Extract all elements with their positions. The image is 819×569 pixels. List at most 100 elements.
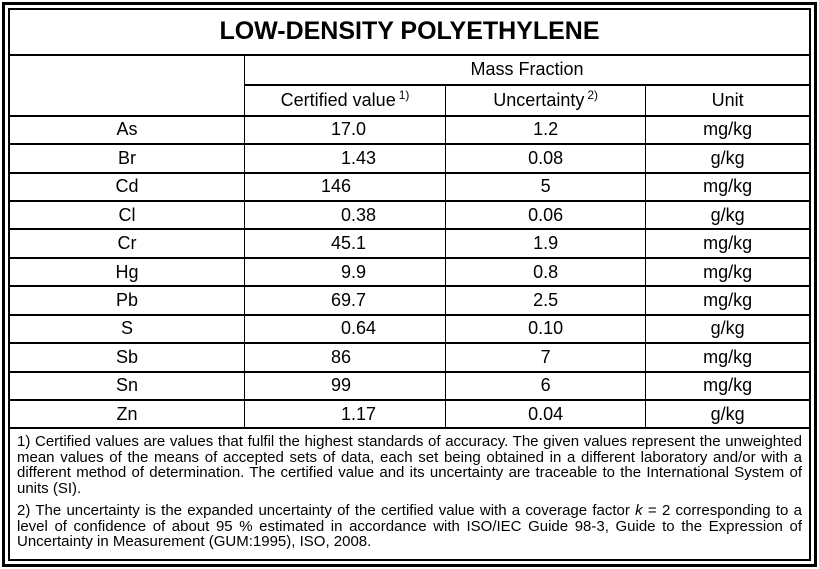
element-cell: Hg bbox=[8, 256, 245, 288]
element-symbol: Hg bbox=[115, 261, 139, 282]
unit-value: mg/kg bbox=[703, 119, 753, 140]
uncertainty-value: 7 bbox=[540, 346, 551, 367]
unit-cell: mg/kg bbox=[645, 171, 811, 202]
element-cell: Br bbox=[8, 143, 245, 174]
uncertainty-value: 1.2 bbox=[533, 119, 559, 140]
table-row: Br 1.43 0.08 g/kg bbox=[8, 143, 811, 174]
certified-value-label: Certified value bbox=[280, 89, 396, 110]
certified-value: 0.38 bbox=[340, 204, 377, 225]
footnote-2-text-post: = 2 corresponding to a level of confiden… bbox=[17, 502, 802, 551]
uncertainty-value: 0.8 bbox=[533, 261, 559, 282]
element-symbol: Cl bbox=[118, 204, 136, 225]
uncertainty-value: 0.04 bbox=[528, 403, 564, 424]
element-cell: As bbox=[8, 114, 245, 146]
table-foot-section: 1) Certified values are values that fulf… bbox=[8, 427, 811, 561]
certified-value-cell: 9.9 bbox=[243, 256, 447, 288]
certified-value: 0.64 bbox=[340, 318, 377, 339]
uncertainty-value: 0.06 bbox=[528, 204, 564, 225]
element-symbol: As bbox=[116, 119, 138, 140]
uncertainty-value: 0.10 bbox=[528, 318, 564, 339]
footnote-2-text-pre: 2) The uncertainty is the expanded uncer… bbox=[17, 502, 636, 520]
table-row: Cl 0.38 0.06 g/kg bbox=[8, 199, 811, 231]
table-body: As 17.0 1.2 mg/kg Br 1.43 0.08 g/kg Cd 1… bbox=[8, 114, 811, 430]
unit-cell: g/kg bbox=[645, 199, 811, 231]
element-cell: Pb bbox=[8, 285, 245, 316]
certified-value-cell: 17.0 bbox=[243, 114, 447, 146]
unit-cell: g/kg bbox=[645, 313, 811, 345]
unit-value: g/kg bbox=[710, 204, 745, 225]
uncertainty-column-header: Uncertainty 2) bbox=[445, 84, 647, 117]
unit-cell: mg/kg bbox=[645, 114, 811, 146]
footnote-1: 1) Certified values are values that fulf… bbox=[17, 433, 802, 497]
certificate-table: LOW-DENSITY POLYETHYLENE Mass Fraction C… bbox=[8, 8, 811, 561]
element-cell: Sn bbox=[8, 370, 245, 402]
table-head-section: LOW-DENSITY POLYETHYLENE Mass Fraction C… bbox=[8, 8, 811, 117]
unit-column-header: Unit bbox=[645, 84, 811, 117]
uncertainty-cell: 2.5 bbox=[445, 285, 647, 316]
unit-value: g/kg bbox=[710, 403, 745, 424]
unit-value: mg/kg bbox=[703, 375, 753, 396]
uncertainty-cell: 7 bbox=[445, 342, 647, 373]
table-row: Cd 146 5 mg/kg bbox=[8, 171, 811, 202]
certified-value-cell: 1.43 bbox=[243, 143, 447, 174]
certified-value: 1.43 bbox=[340, 147, 377, 168]
unit-value: mg/kg bbox=[703, 176, 753, 197]
footnotes: 1) Certified values are values that fulf… bbox=[8, 427, 811, 561]
uncertainty-cell: 0.06 bbox=[445, 199, 647, 231]
certified-value: 17.0 bbox=[330, 119, 367, 140]
certified-value-cell: 45.1 bbox=[243, 228, 447, 259]
unit-cell: mg/kg bbox=[645, 285, 811, 316]
certified-value: 86 bbox=[330, 346, 351, 367]
unit-value: g/kg bbox=[710, 147, 745, 168]
uncertainty-value: 0.08 bbox=[528, 147, 564, 168]
certified-value-cell: 99 bbox=[243, 370, 447, 402]
element-symbol: S bbox=[120, 318, 133, 339]
element-symbol: Zn bbox=[116, 403, 138, 424]
title-row: LOW-DENSITY POLYETHYLENE bbox=[8, 8, 811, 56]
table-row: As 17.0 1.2 mg/kg bbox=[8, 114, 811, 146]
table-row: Sn 99 6 mg/kg bbox=[8, 370, 811, 402]
footnote-ref-1: 1) bbox=[398, 87, 410, 102]
unit-value: mg/kg bbox=[703, 233, 753, 254]
unit-cell: g/kg bbox=[645, 143, 811, 174]
certified-value: 146 bbox=[320, 176, 351, 197]
uncertainty-value: 2.5 bbox=[533, 289, 559, 310]
certified-value-cell: 86 bbox=[243, 342, 447, 373]
table-row: Zn 1.17 0.04 g/kg bbox=[8, 399, 811, 430]
certified-value-cell: 1.17 bbox=[243, 399, 447, 430]
uncertainty-cell: 0.8 bbox=[445, 256, 647, 288]
element-symbol: Sn bbox=[115, 375, 138, 396]
unit-cell: g/kg bbox=[645, 399, 811, 430]
table-row: S 0.64 0.10 g/kg bbox=[8, 313, 811, 345]
certified-value-cell: 69.7 bbox=[243, 285, 447, 316]
element-cell: Cr bbox=[8, 228, 245, 259]
table-row: Cr 45.1 1.9 mg/kg bbox=[8, 228, 811, 259]
certified-value-column-header: Certified value 1) bbox=[243, 84, 447, 117]
unit-cell: mg/kg bbox=[645, 342, 811, 373]
uncertainty-value: 6 bbox=[540, 375, 551, 396]
table-row: Sb 86 7 mg/kg bbox=[8, 342, 811, 373]
unit-value: mg/kg bbox=[703, 346, 753, 367]
uncertainty-cell: 0.04 bbox=[445, 399, 647, 430]
certified-value-cell: 146 bbox=[243, 171, 447, 202]
certified-value: 45.1 bbox=[330, 233, 367, 254]
unit-cell: mg/kg bbox=[645, 256, 811, 288]
footnote-2: 2) The uncertainty is the expanded uncer… bbox=[17, 503, 802, 550]
mass-fraction-group-header: Mass Fraction bbox=[243, 53, 811, 87]
certified-value-cell: 0.64 bbox=[243, 313, 447, 345]
unit-value: mg/kg bbox=[703, 261, 753, 282]
element-symbol: Cr bbox=[117, 233, 137, 254]
certified-value: 1.17 bbox=[340, 403, 377, 424]
element-symbol: Pb bbox=[115, 289, 138, 310]
uncertainty-label: Uncertainty bbox=[493, 89, 585, 110]
uncertainty-cell: 5 bbox=[445, 171, 647, 202]
unit-cell: mg/kg bbox=[645, 228, 811, 259]
unit-value: g/kg bbox=[710, 318, 745, 339]
document-title: LOW-DENSITY POLYETHYLENE bbox=[8, 8, 811, 56]
certified-value: 9.9 bbox=[340, 261, 367, 282]
uncertainty-value: 1.9 bbox=[533, 233, 559, 254]
certified-value: 99 bbox=[330, 375, 351, 396]
element-cell: Sb bbox=[8, 342, 245, 373]
uncertainty-cell: 0.08 bbox=[445, 143, 647, 174]
